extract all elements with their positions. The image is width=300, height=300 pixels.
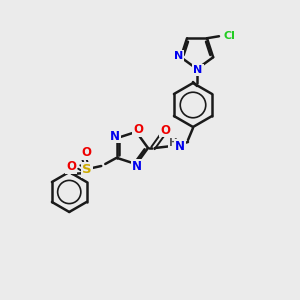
Text: S: S (82, 164, 92, 176)
Text: N: N (174, 51, 184, 61)
Text: O: O (66, 160, 76, 173)
Text: H: H (169, 138, 177, 148)
Text: N: N (132, 160, 142, 173)
Text: Cl: Cl (223, 31, 235, 41)
Text: O: O (81, 146, 91, 160)
Text: O: O (133, 123, 143, 136)
Text: N: N (194, 65, 202, 75)
Text: N: N (175, 140, 185, 152)
Text: O: O (160, 124, 170, 136)
Text: N: N (110, 130, 120, 142)
